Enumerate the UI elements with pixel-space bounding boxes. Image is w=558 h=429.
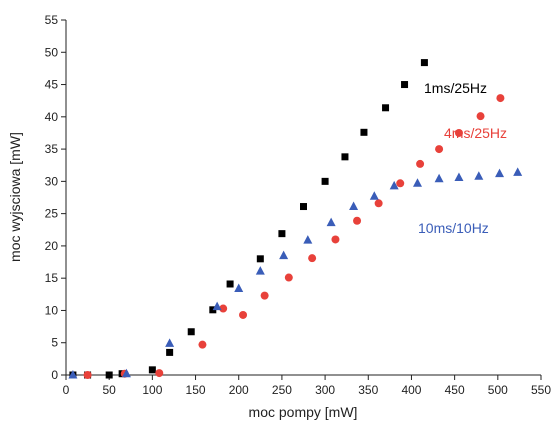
data-point	[435, 145, 444, 154]
data-point	[389, 180, 399, 190]
x-tick-label: 450	[445, 383, 465, 397]
y-tick-label: 50	[45, 45, 59, 59]
data-point	[187, 328, 195, 336]
x-tick-label: 150	[186, 383, 206, 397]
data-point	[255, 266, 265, 275]
x-tick-label: 0	[63, 383, 70, 397]
data-point	[454, 128, 463, 137]
data-point	[454, 172, 464, 181]
data-point	[474, 171, 484, 180]
data-point	[239, 310, 248, 319]
data-point	[234, 283, 244, 293]
data-point	[420, 59, 428, 67]
y-tick-label: 40	[45, 110, 59, 124]
x-ticks: 0 50 100 150 200 250 300 350 400 450 500 550	[63, 375, 551, 397]
y-tick-label: 30	[45, 174, 59, 188]
data-point	[198, 340, 207, 349]
markers	[68, 59, 523, 379]
x-tick-label: 250	[272, 383, 292, 397]
x-tick-label: 300	[315, 383, 335, 397]
data-point	[260, 291, 269, 300]
y-tick-label: 25	[45, 207, 59, 221]
series-3	[68, 167, 523, 379]
y-tick-label: 45	[45, 78, 59, 92]
x-tick-label: 100	[142, 383, 162, 397]
series-label-10ms-10hz: 10ms/10Hz	[418, 220, 489, 236]
x-tick-label: 350	[358, 383, 378, 397]
series-label-4ms-25hz: 4ms/25Hz	[444, 125, 507, 141]
plot-frame	[65, 20, 541, 376]
data-point	[353, 216, 362, 225]
data-point	[278, 230, 286, 238]
data-point	[219, 304, 228, 313]
data-point	[155, 369, 164, 378]
data-point	[369, 191, 379, 200]
x-tick-label: 200	[229, 383, 249, 397]
data-point	[165, 338, 175, 347]
data-point	[496, 94, 505, 103]
y-axis-title: moc wyjsciowa [mW]	[7, 132, 23, 262]
data-point	[326, 217, 336, 227]
data-point	[513, 167, 523, 176]
series-2	[83, 94, 505, 379]
data-point	[382, 104, 390, 112]
data-point	[349, 201, 359, 211]
y-tick-label: 0	[51, 368, 58, 382]
data-point	[374, 199, 383, 208]
data-point	[303, 235, 313, 244]
data-point	[360, 128, 368, 136]
x-axis-title: moc pompy [mW]	[249, 404, 358, 420]
data-point	[105, 371, 113, 379]
x-tick-label: 50	[103, 383, 117, 397]
data-point	[434, 173, 444, 183]
y-tick-label: 35	[45, 142, 59, 156]
y-tick-label: 15	[45, 271, 59, 285]
data-point	[413, 178, 422, 187]
data-point	[166, 348, 174, 356]
data-point	[83, 371, 92, 379]
y-tick-label: 20	[45, 239, 59, 253]
x-tick-label: 500	[488, 383, 508, 397]
data-point	[148, 366, 156, 374]
data-point	[321, 177, 329, 185]
y-ticks: 0 5 10 15 20 25 30 35 40 45 50 55	[45, 13, 66, 382]
data-point	[284, 273, 293, 282]
data-point	[341, 153, 349, 161]
data-point	[495, 168, 505, 178]
data-point	[256, 255, 264, 263]
data-point	[308, 254, 317, 263]
data-point	[279, 250, 289, 260]
series-label-1ms-25hz: 1ms/25Hz	[424, 80, 487, 96]
x-tick-label: 400	[401, 383, 421, 397]
y-tick-label: 55	[45, 13, 59, 27]
series-1	[69, 59, 428, 379]
data-point	[401, 81, 409, 89]
data-point	[121, 368, 131, 378]
y-tick-label: 5	[51, 336, 58, 350]
data-point	[416, 159, 425, 168]
x-tick-label: 550	[531, 383, 551, 397]
data-point	[476, 112, 485, 121]
data-point	[68, 370, 78, 379]
data-point	[396, 179, 405, 188]
data-point	[300, 203, 307, 211]
data-point	[212, 301, 222, 311]
y-tick-label: 10	[45, 303, 59, 317]
data-point	[331, 235, 340, 244]
data-point	[226, 280, 234, 288]
